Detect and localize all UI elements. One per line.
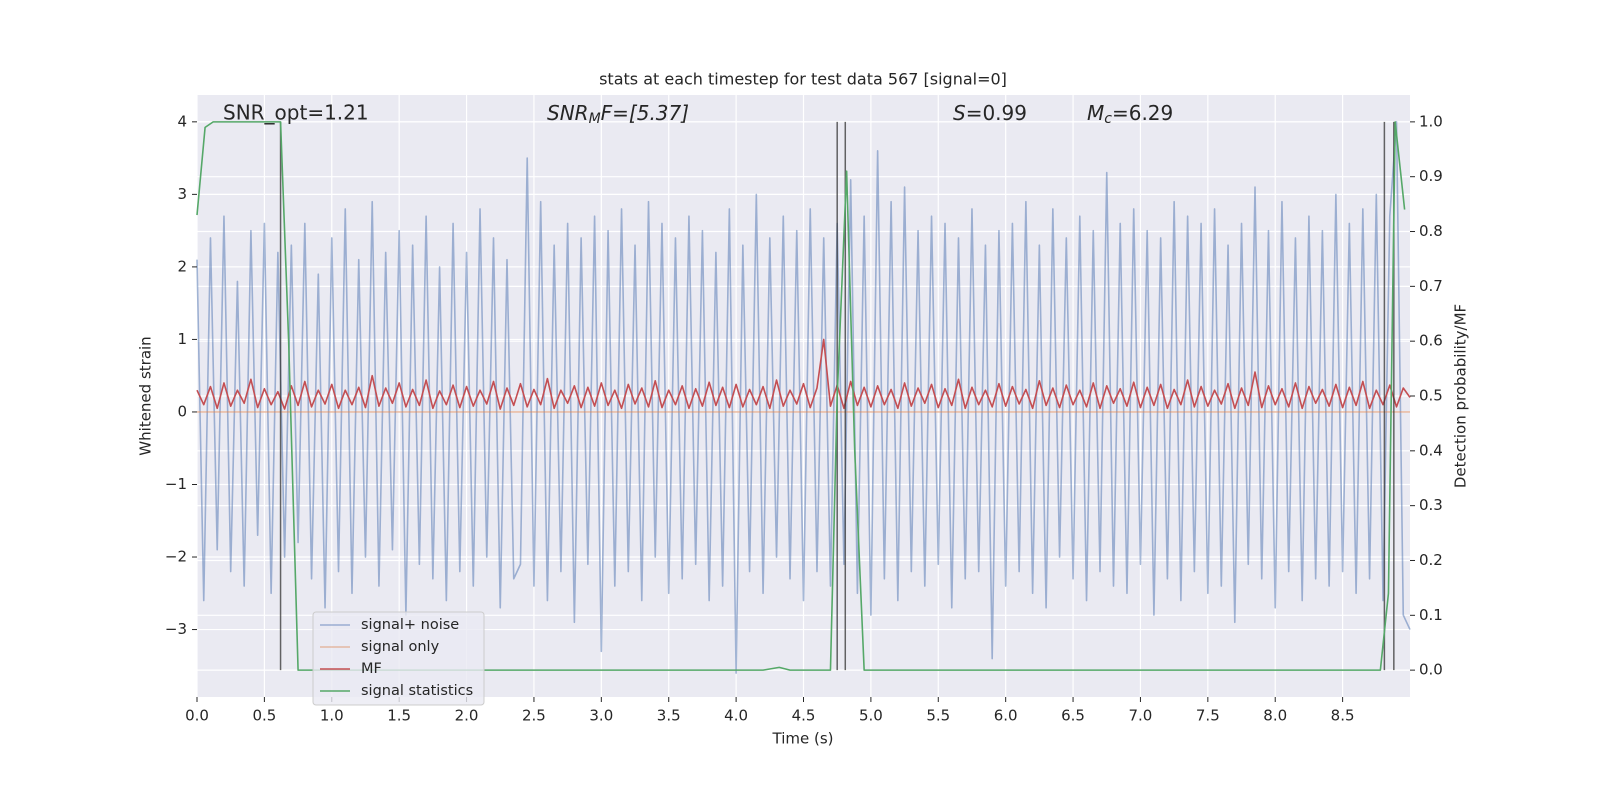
y-tick-label: 0 bbox=[177, 402, 187, 420]
y-tick-label: −3 bbox=[165, 620, 187, 638]
x-tick-label: 6.5 bbox=[1061, 707, 1085, 725]
x-tick-label: 4.5 bbox=[792, 707, 816, 725]
x-tick-label: 3.0 bbox=[589, 707, 613, 725]
legend-box bbox=[312, 611, 485, 706]
annotation-part: M bbox=[1087, 101, 1104, 125]
y2-tick-label: 0.7 bbox=[1419, 277, 1443, 295]
x-tick-label: 4.0 bbox=[724, 707, 748, 725]
series-line bbox=[196, 121, 1411, 674]
axes: 0.0 0.5 1.0 1.5 2.0 2.5 3.0 3.5 4.0 4.5 5.0 5.5 6.0 6… bbox=[165, 112, 1443, 724]
y-axis-label: Whitened strain bbox=[137, 336, 155, 455]
y-tick-label: 3 bbox=[177, 185, 187, 203]
y2-tick-label: 0.8 bbox=[1419, 222, 1443, 240]
x-tick-label: 5.0 bbox=[859, 707, 883, 725]
annotation: SNRMF=[5.37] bbox=[547, 101, 689, 128]
annotation-part: F=[5.37] bbox=[601, 101, 689, 125]
x-tick-label: 8.0 bbox=[1263, 707, 1287, 725]
plot-area bbox=[196, 121, 1411, 674]
x-tick-label: 1.0 bbox=[320, 707, 344, 725]
y2-tick-label: 1.0 bbox=[1419, 112, 1443, 130]
annotation-part: M bbox=[589, 111, 601, 127]
annotation: S=0.99 bbox=[953, 101, 1027, 125]
y2-tick-label: 0.3 bbox=[1419, 496, 1443, 514]
y2-tick-label: 0.5 bbox=[1419, 387, 1443, 405]
legend-label: MF bbox=[361, 661, 382, 677]
legend-label: signal only bbox=[361, 639, 440, 655]
y2-tick-label: 0.0 bbox=[1419, 661, 1443, 679]
y-tick-label: 2 bbox=[177, 257, 187, 275]
legend: signal+ noise signal only MF signal statist… bbox=[312, 611, 485, 706]
y-tick-label: −2 bbox=[165, 548, 187, 566]
legend-label: signal+ noise bbox=[361, 617, 459, 633]
y-tick-label: −1 bbox=[165, 475, 187, 493]
annotation-part: =6.29 bbox=[1112, 101, 1173, 125]
y-tick-label: 4 bbox=[177, 112, 187, 130]
x-tick-label: 0.0 bbox=[185, 707, 209, 725]
x-tick-label: 6.0 bbox=[994, 707, 1018, 725]
chart-title: stats at each timestep for test data 567… bbox=[599, 70, 1007, 89]
y2-tick-label: 0.2 bbox=[1419, 551, 1443, 569]
x-axis-label: Time (s) bbox=[772, 730, 834, 748]
annotation: SNR_opt=1.21 bbox=[223, 101, 369, 125]
x-tick-label: 2.5 bbox=[522, 707, 546, 725]
y2-tick-label: 0.1 bbox=[1419, 606, 1443, 624]
y2-tick-label: 0.9 bbox=[1419, 167, 1443, 185]
x-tick-label: 8.5 bbox=[1331, 707, 1355, 725]
y-tick-label: 1 bbox=[177, 330, 187, 348]
annotation-part: SNR bbox=[547, 101, 589, 125]
y2-tick-label: 0.6 bbox=[1419, 332, 1443, 350]
x-tick-label: 1.5 bbox=[387, 707, 411, 725]
annotation-part: =0.99 bbox=[966, 101, 1027, 125]
annotation-part: c bbox=[1104, 111, 1112, 127]
x-tick-label: 0.5 bbox=[252, 707, 276, 725]
legend-label: signal statistics bbox=[361, 683, 473, 699]
series-line bbox=[196, 121, 1406, 671]
series-line bbox=[196, 338, 1411, 410]
y2-axis-label: Detection probability/MF bbox=[1452, 304, 1470, 488]
x-tick-label: 2.0 bbox=[455, 707, 479, 725]
y2-tick-label: 0.4 bbox=[1419, 441, 1443, 459]
x-tick-label: 3.5 bbox=[657, 707, 681, 725]
x-tick-label: 5.5 bbox=[926, 707, 950, 725]
x-tick-label: 7.0 bbox=[1129, 707, 1153, 725]
annotation: Mc=6.29 bbox=[1087, 101, 1173, 128]
x-tick-label: 7.5 bbox=[1196, 707, 1220, 725]
annotation-part: S bbox=[953, 101, 966, 125]
